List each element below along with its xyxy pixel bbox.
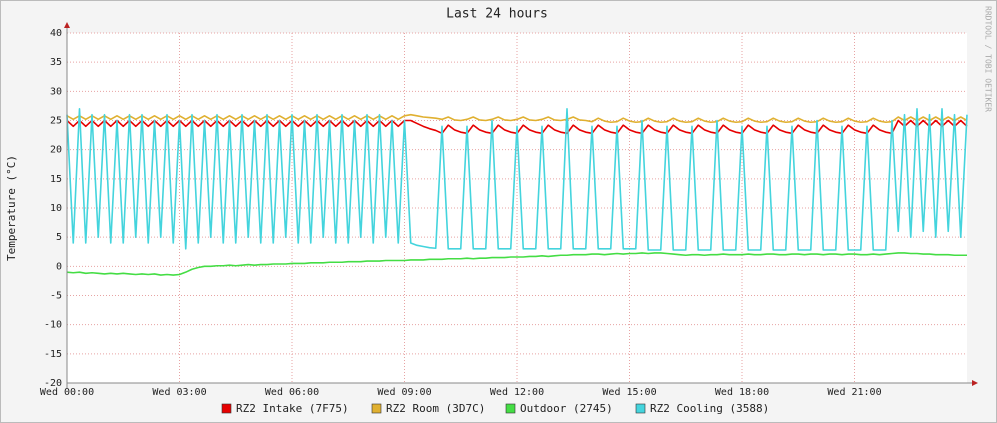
y-tick-label: -10 [44,320,62,331]
legend-label: RZ2 Intake (7F75) [236,402,349,415]
y-tick-label: 25 [50,116,62,127]
legend-label: Outdoor (2745) [520,402,613,415]
x-tick-label: Wed 12:00 [490,387,544,398]
x-tick-label: Wed 09:00 [377,387,431,398]
grid-layer [66,32,967,384]
legend-swatch [221,403,232,414]
legend-label: RZ2 Cooling (3588) [650,402,769,415]
y-tick-label: 5 [56,232,62,243]
chart-title: Last 24 hours [446,7,548,22]
y-tick-label: 20 [50,145,62,156]
x-tick-label: Wed 06:00 [265,387,319,398]
legend: RZ2 Intake (7F75) RZ2 Room (3D7C) Outdoor … [221,402,769,415]
x-axis-arrow [972,380,978,386]
x-tick-label: Wed 03:00 [152,387,206,398]
y-tick-label: -20 [44,378,62,389]
legend-swatch [505,403,516,414]
y-tick-label: 15 [50,174,62,185]
x-tick-label: Wed 15:00 [602,387,656,398]
y-axis-label: Temperature (°C) [5,155,18,261]
y-tick-label: 40 [50,28,62,39]
watermark: RRDTOOL / TOBI OETIKER [984,6,993,112]
y-tick-label: 10 [50,203,62,214]
y-tick-label: 35 [50,57,62,68]
legend-label: RZ2 Room (3D7C) [386,402,485,415]
legend-swatch [371,403,382,414]
x-tick-label: Wed 00:00 [40,387,94,398]
y-tick-label: 0 [56,261,62,272]
x-tick-label: Wed 21:00 [827,387,881,398]
legend-swatch [635,403,646,414]
series-line [66,252,967,276]
series-line [66,108,968,251]
x-tick-label: Wed 18:00 [715,387,769,398]
lines-layer [66,108,968,276]
y-tick-label: -15 [44,349,62,360]
y-axis-arrow [64,22,70,28]
y-tick-label: 30 [50,86,62,97]
y-tick-label: -5 [50,291,62,302]
